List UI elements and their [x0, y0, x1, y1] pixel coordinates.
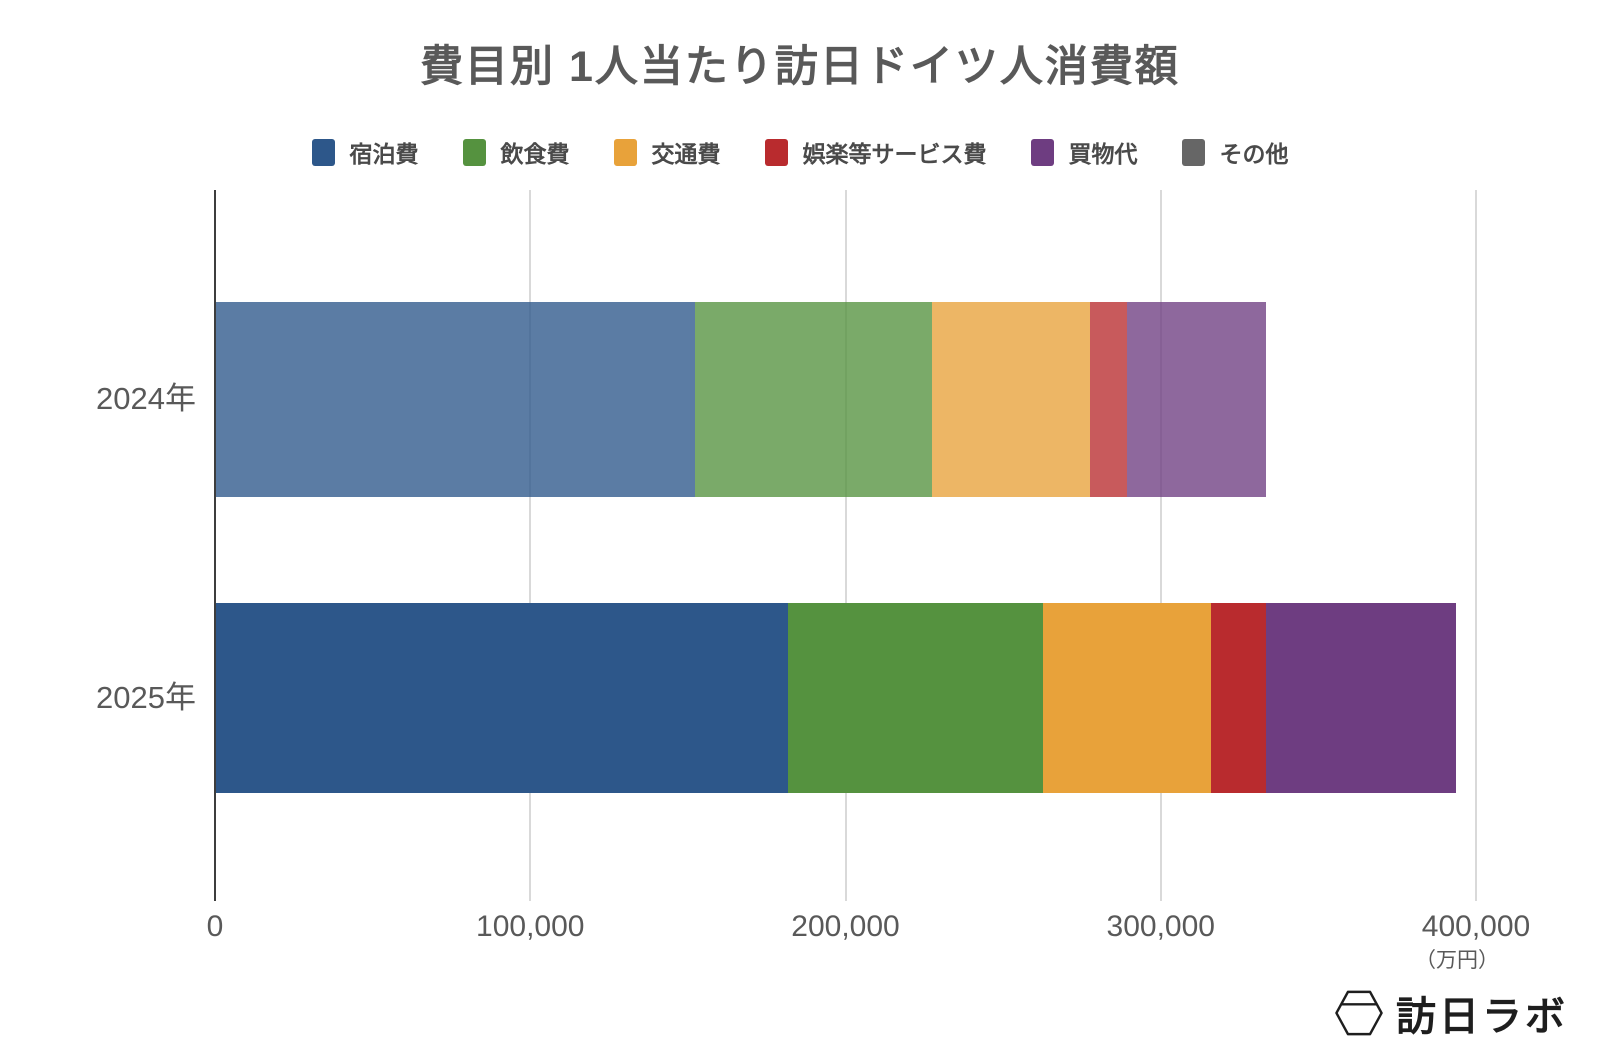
legend-item-entertainment-services: 娯楽等サービス費 [764, 135, 987, 169]
y-axis-line [214, 190, 216, 901]
gridline-100,000 [529, 190, 532, 901]
legend-swatch-entertainment-services [764, 138, 788, 166]
x-axis-unit-label: （万円） [1415, 949, 1499, 972]
category-label-2025: 2025年 [96, 680, 196, 715]
legend: 宿泊費 飲食費 交通費 娯楽等サービス費 買物代 その他 [0, 135, 1600, 169]
category-label-2024: 2024年 [96, 381, 196, 416]
legend-swatch-shopping [1030, 138, 1054, 166]
hexagon-gem-icon [1335, 990, 1383, 1036]
legend-item-shopping: 買物代 [1030, 135, 1138, 169]
x-tick-label-0: 0 [206, 910, 224, 943]
legend-label-other: その他 [1219, 141, 1289, 167]
legend-item-food-drink: 飲食費 [462, 135, 570, 169]
x-tick-label-300,000: 300,000 [1106, 910, 1215, 943]
legend-label-shopping: 買物代 [1068, 141, 1138, 167]
logo-text: 訪日ラボ [1396, 995, 1568, 1039]
legend-item-other: その他 [1181, 135, 1289, 169]
legend-swatch-transport [613, 138, 637, 166]
bar-2025-food-drink [787, 603, 1043, 793]
legend-item-transport: 交通費 [613, 135, 721, 169]
chart-title: 費目別 1人当たり訪日ドイツ人消費額 [420, 43, 1180, 91]
bar-2025-entertainment-services [1210, 603, 1266, 793]
gridline-300,000 [1159, 190, 1162, 901]
bar-2024-shopping [1126, 302, 1266, 497]
bar-2025-shopping [1265, 603, 1456, 793]
x-tick-label-200,000: 200,000 [791, 910, 900, 943]
bar-2025-transport [1042, 603, 1211, 793]
legend-item-accommodation: 宿泊費 [311, 135, 419, 169]
legend-swatch-food-drink [462, 138, 486, 166]
bar-2025-accommodation [216, 603, 788, 793]
legend-label-accommodation: 宿泊費 [349, 141, 419, 167]
bar-2024-entertainment-services [1089, 302, 1127, 497]
gridline-400,000 [1475, 190, 1477, 901]
legend-swatch-other [1181, 138, 1205, 166]
legend-label-entertainment-services: 娯楽等サービス費 [802, 141, 987, 167]
x-tick-label-400,000: 400,000 [1421, 910, 1531, 943]
legend-label-food-drink: 飲食費 [500, 141, 570, 167]
gridline-200,000 [844, 190, 847, 901]
bar-2024-food-drink [694, 302, 932, 497]
bar-2024-transport [931, 302, 1090, 497]
legend-label-transport: 交通費 [651, 141, 721, 167]
x-tick-label-100,000: 100,000 [476, 910, 585, 943]
legend-swatch-accommodation [311, 138, 335, 166]
bar-2024-accommodation [216, 302, 695, 497]
honichi-lab-logo: 訪日ラボ [1335, 984, 1568, 1042]
